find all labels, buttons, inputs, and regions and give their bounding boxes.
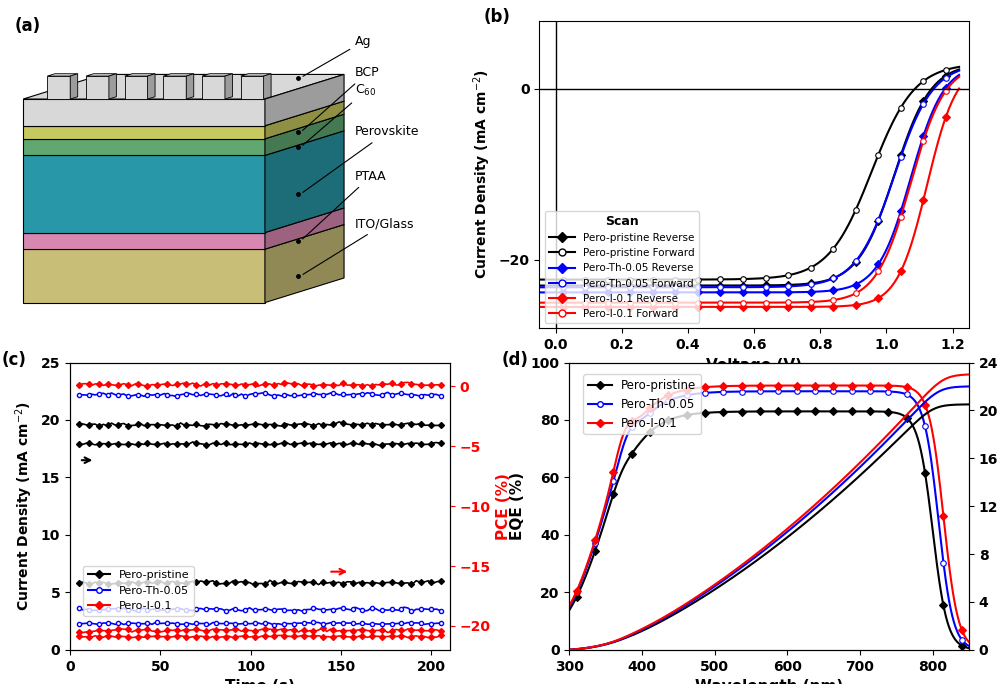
Polygon shape	[186, 74, 194, 99]
Y-axis label: Current Density (mA cm$^{-2}$): Current Density (mA cm$^{-2}$)	[472, 70, 494, 279]
Polygon shape	[265, 224, 344, 302]
Text: (d): (d)	[501, 351, 528, 369]
Polygon shape	[23, 224, 344, 249]
Y-axis label: Current Density (mA cm$^{-2}$): Current Density (mA cm$^{-2}$)	[14, 402, 35, 611]
Y-axis label: PCE (%): PCE (%)	[496, 473, 510, 540]
Polygon shape	[23, 155, 265, 233]
Polygon shape	[47, 76, 70, 99]
Polygon shape	[265, 114, 344, 155]
Text: (a): (a)	[14, 17, 41, 35]
Polygon shape	[23, 233, 265, 249]
Polygon shape	[23, 249, 265, 302]
Polygon shape	[202, 76, 225, 99]
Polygon shape	[23, 75, 344, 99]
Polygon shape	[86, 76, 109, 99]
Polygon shape	[23, 139, 265, 155]
Legend: Pero-pristine Reverse, Pero-pristine Forward, Pero-Th-0.05 Reverse, Pero-Th-0.05: Pero-pristine Reverse, Pero-pristine For…	[544, 211, 699, 323]
Y-axis label: EQE (%): EQE (%)	[510, 472, 525, 540]
X-axis label: Time (s): Time (s)	[225, 679, 295, 684]
Text: Ag: Ag	[303, 35, 372, 77]
Text: PTAA: PTAA	[303, 170, 387, 239]
Polygon shape	[23, 131, 344, 155]
Legend: Pero-pristine, Pero-Th-0.05, Pero-I-0.1: Pero-pristine, Pero-Th-0.05, Pero-I-0.1	[583, 374, 701, 434]
Text: Perovskite: Perovskite	[303, 125, 420, 192]
Polygon shape	[109, 74, 116, 99]
Text: (b): (b)	[484, 8, 510, 26]
Polygon shape	[265, 131, 344, 233]
Polygon shape	[86, 74, 116, 76]
Polygon shape	[225, 74, 233, 99]
Polygon shape	[23, 208, 344, 233]
Legend: Pero-pristine, Pero-Th-0.05, Pero-I-0.1: Pero-pristine, Pero-Th-0.05, Pero-I-0.1	[83, 566, 194, 616]
Polygon shape	[264, 74, 271, 99]
Text: ITO/Glass: ITO/Glass	[303, 218, 415, 274]
Polygon shape	[23, 114, 344, 139]
Polygon shape	[202, 74, 233, 76]
Text: C$_{60}$: C$_{60}$	[303, 83, 377, 145]
Polygon shape	[241, 76, 264, 99]
Polygon shape	[47, 74, 78, 76]
Polygon shape	[164, 76, 186, 99]
Text: BCP: BCP	[303, 66, 380, 131]
Polygon shape	[241, 74, 271, 76]
Polygon shape	[148, 74, 155, 99]
Polygon shape	[265, 101, 344, 139]
X-axis label: Wavelength (nm): Wavelength (nm)	[695, 679, 843, 684]
Polygon shape	[265, 208, 344, 249]
Polygon shape	[23, 99, 265, 126]
X-axis label: Voltage (V): Voltage (V)	[706, 358, 802, 373]
Polygon shape	[70, 74, 78, 99]
Polygon shape	[125, 74, 155, 76]
Polygon shape	[164, 74, 194, 76]
Polygon shape	[265, 75, 344, 126]
Polygon shape	[125, 76, 148, 99]
Text: (c): (c)	[2, 351, 26, 369]
Polygon shape	[23, 126, 265, 139]
Polygon shape	[23, 101, 344, 126]
